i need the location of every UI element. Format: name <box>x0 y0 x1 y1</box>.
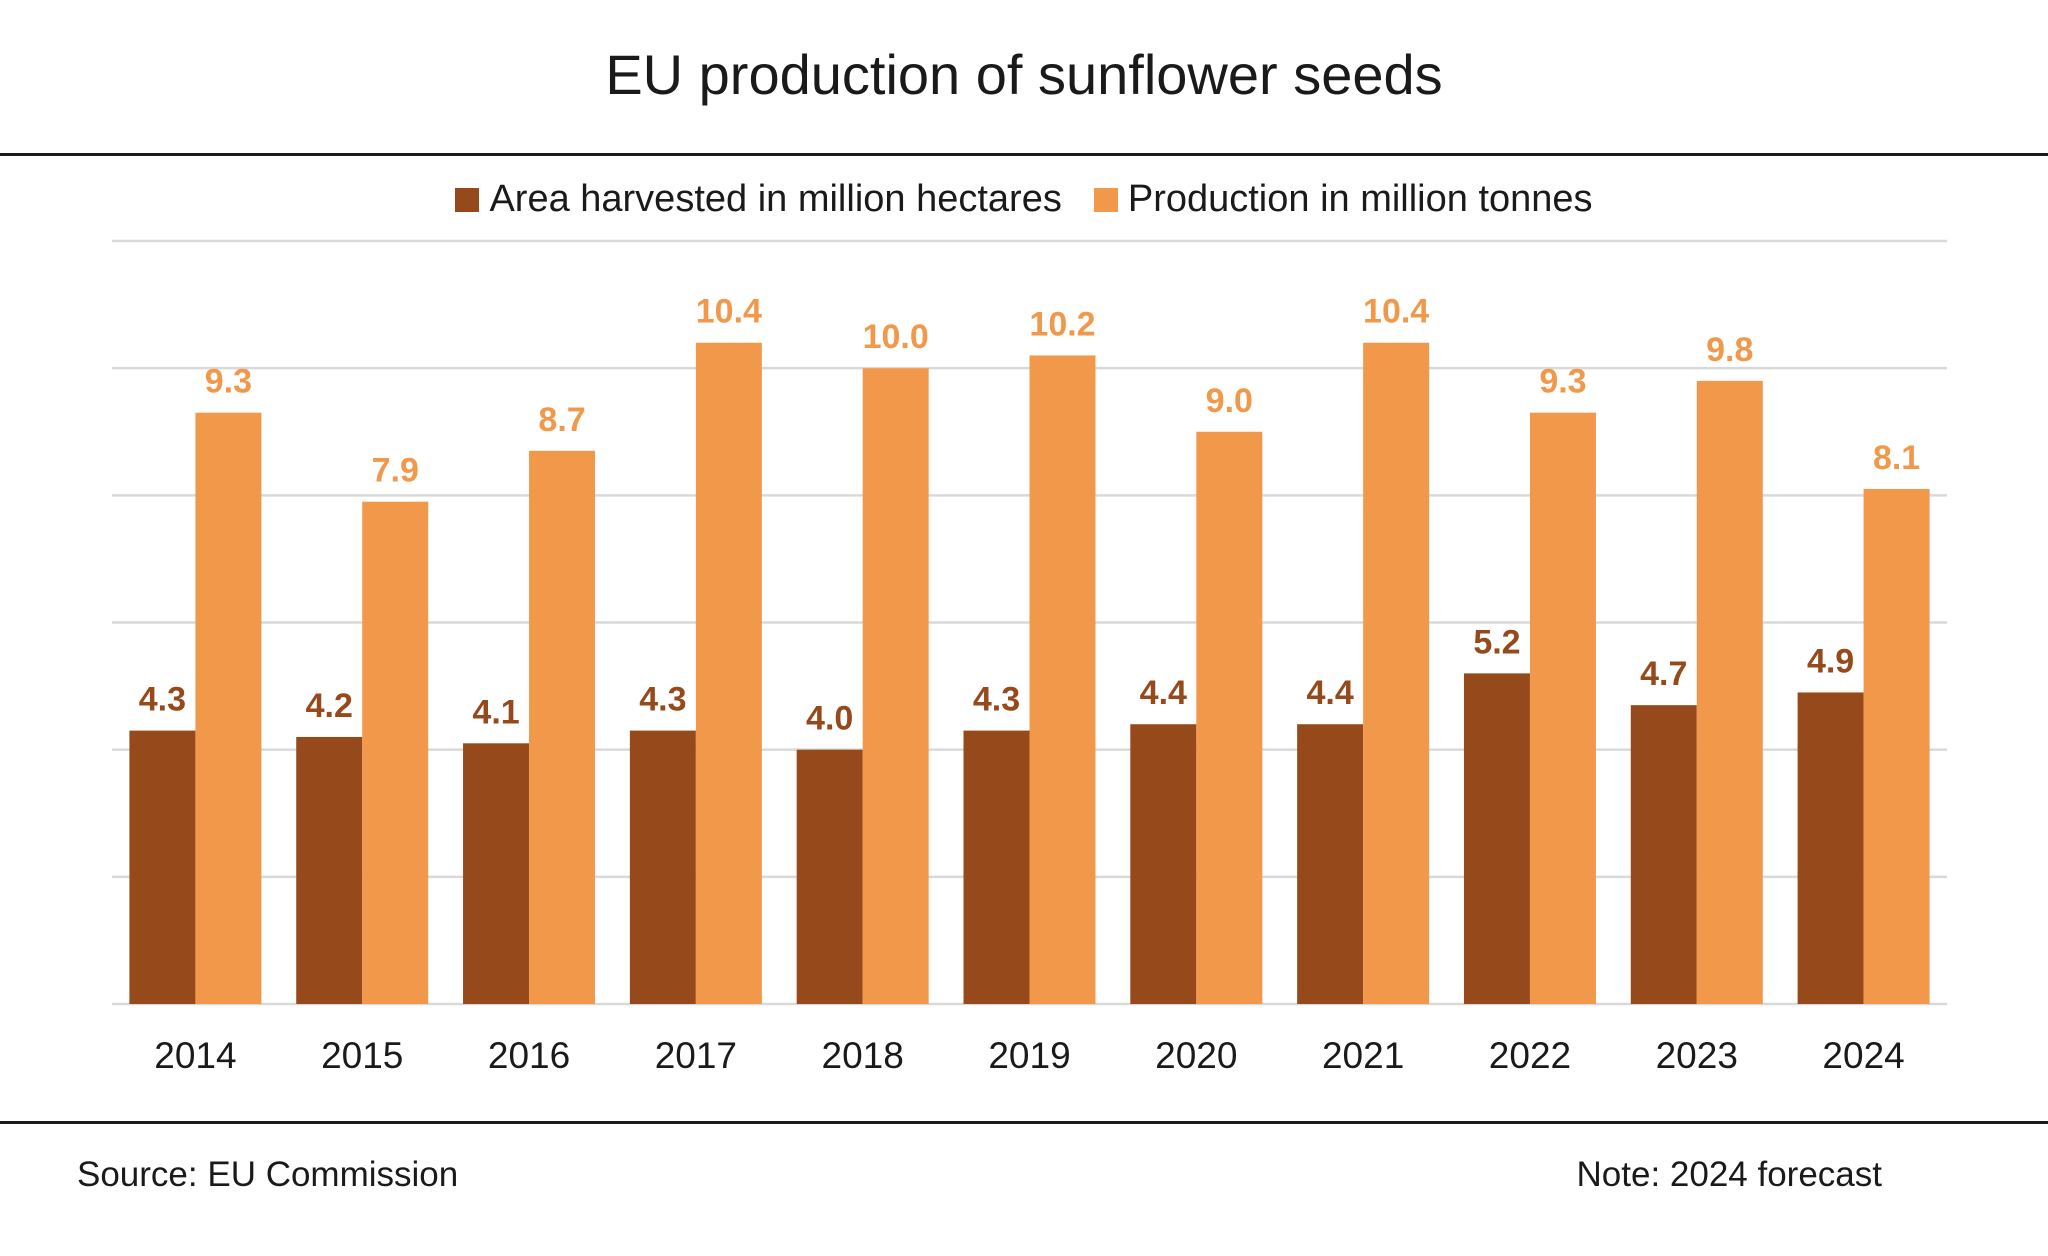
data-label-production-2024: 8.1 <box>1873 439 1920 477</box>
source-note: Source: EU Commission <box>77 1155 459 1194</box>
data-label-production-2022: 9.3 <box>1539 363 1586 401</box>
x-tick-label-2024: 2024 <box>1822 1035 1904 1076</box>
legend-swatch-production <box>1093 187 1118 212</box>
data-label-production-2016: 8.7 <box>538 401 585 439</box>
bar-production-2022 <box>1529 412 1596 1004</box>
data-label-production-2019: 10.2 <box>1029 305 1095 343</box>
x-tick-label-2014: 2014 <box>154 1035 236 1076</box>
bar-area-2024 <box>1797 692 1864 1004</box>
data-label-production-2015: 7.9 <box>372 452 419 490</box>
bar-area-2022 <box>1463 673 1530 1004</box>
x-tick-label-2017: 2017 <box>655 1035 737 1076</box>
x-tick-label-2019: 2019 <box>988 1035 1070 1076</box>
data-label-area-2016: 4.1 <box>472 693 519 731</box>
legend-item-production: Production in million tonnes <box>1093 178 1593 221</box>
data-label-production-2017: 10.4 <box>696 293 762 331</box>
bar-area-2018 <box>796 749 863 1004</box>
bar-area-2020 <box>1130 724 1197 1004</box>
data-label-area-2024: 4.9 <box>1807 642 1854 680</box>
data-label-area-2022: 5.2 <box>1473 623 1520 661</box>
x-tick-label-2015: 2015 <box>321 1035 403 1076</box>
bar-production-2017 <box>695 342 762 1004</box>
data-label-production-2018: 10.0 <box>863 318 929 356</box>
bar-area-2014 <box>129 730 196 1004</box>
top-divider <box>0 153 2048 156</box>
bar-area-2017 <box>629 730 696 1004</box>
bar-production-2023 <box>1696 380 1763 1005</box>
data-label-area-2018: 4.0 <box>806 700 853 738</box>
bar-production-2016 <box>529 450 596 1004</box>
bar-area-2021 <box>1297 724 1364 1004</box>
data-label-production-2014: 9.3 <box>205 363 252 401</box>
bar-area-2015 <box>296 736 363 1004</box>
forecast-note: Note: 2024 forecast <box>1576 1155 1882 1194</box>
data-label-area-2020: 4.4 <box>1140 674 1187 712</box>
data-label-area-2023: 4.7 <box>1640 655 1687 693</box>
bar-production-2024 <box>1863 488 1930 1005</box>
bar-area-2023 <box>1630 705 1697 1004</box>
x-tick-label-2020: 2020 <box>1155 1035 1237 1076</box>
bar-production-2019 <box>1029 355 1096 1004</box>
data-label-production-2021: 10.4 <box>1363 293 1429 331</box>
x-tick-label-2018: 2018 <box>822 1035 904 1076</box>
chart-title: EU production of sunflower seeds <box>605 43 1443 106</box>
bar-production-2014 <box>195 412 262 1004</box>
data-label-area-2017: 4.3 <box>639 681 686 719</box>
legend-label-production: Production in million tonnes <box>1127 178 1593 220</box>
legend-swatch-area <box>455 187 480 212</box>
x-tick-label-2023: 2023 <box>1656 1035 1738 1076</box>
data-label-area-2019: 4.3 <box>973 681 1020 719</box>
data-label-production-2023: 9.8 <box>1706 331 1753 369</box>
bar-production-2015 <box>362 501 429 1004</box>
data-label-area-2015: 4.2 <box>306 687 353 725</box>
bar-area-2016 <box>463 743 530 1004</box>
bar-area-2019 <box>963 730 1030 1004</box>
legend-item-area: Area harvested in million hectares <box>455 178 1062 221</box>
data-label-production-2020: 9.0 <box>1206 382 1253 420</box>
chart-legend: Area harvested in million hectares Produ… <box>0 178 2048 221</box>
legend-label-area: Area harvested in million hectares <box>489 178 1062 220</box>
data-label-area-2014: 4.3 <box>139 681 186 719</box>
bar-production-2018 <box>862 368 929 1005</box>
x-tick-label-2016: 2016 <box>488 1035 570 1076</box>
bottom-divider <box>0 1121 2048 1124</box>
bar-production-2021 <box>1363 342 1430 1004</box>
bar-production-2020 <box>1196 431 1263 1004</box>
data-label-area-2021: 4.4 <box>1307 674 1354 712</box>
x-tick-label-2021: 2021 <box>1322 1035 1404 1076</box>
x-tick-label-2022: 2022 <box>1489 1035 1571 1076</box>
